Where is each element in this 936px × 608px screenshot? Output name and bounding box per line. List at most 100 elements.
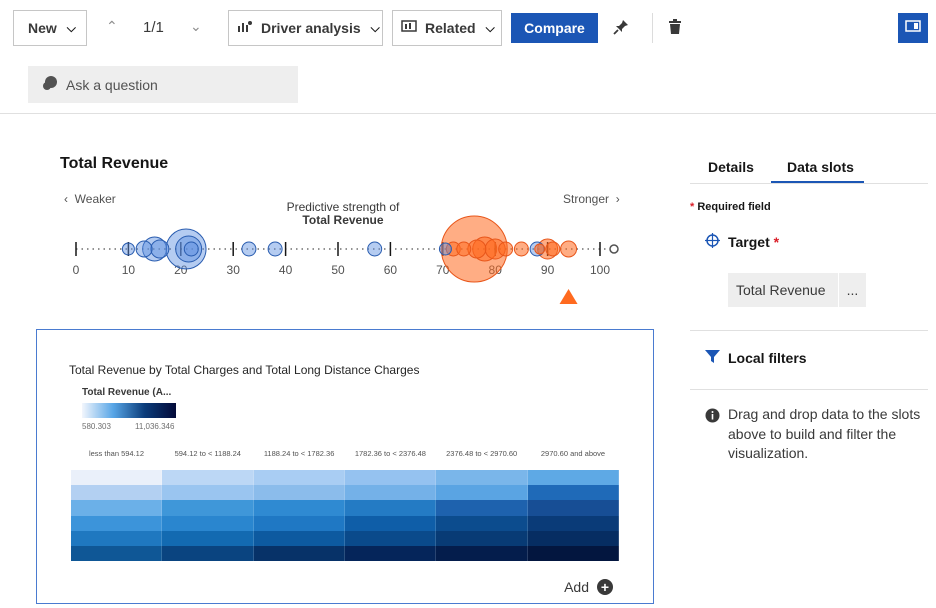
add-label: Add: [564, 579, 589, 595]
heatmap-cell[interactable]: [436, 485, 528, 501]
heatmap-cell[interactable]: [253, 545, 345, 561]
visualization-card[interactable]: Total Revenue by Total Charges and Total…: [36, 329, 654, 604]
toggle-panel-button[interactable]: [898, 13, 928, 43]
ask-question-input[interactable]: Ask a question: [28, 66, 298, 103]
target-slot-header: Target *: [705, 233, 779, 251]
pin-icon[interactable]: [612, 18, 630, 41]
heatmap-cell[interactable]: [162, 530, 254, 546]
target-slot-value[interactable]: Total Revenue: [728, 273, 838, 307]
previous-page-icon[interactable]: ⌃: [106, 18, 118, 34]
heatmap-cell[interactable]: [71, 515, 163, 531]
heatmap-cell[interactable]: [71, 500, 163, 516]
heatmap-cell[interactable]: [345, 530, 437, 546]
heatmap-cell[interactable]: [71, 530, 163, 546]
driver-bubble: [121, 242, 135, 256]
driver-title: Total Revenue: [60, 155, 169, 172]
heatmap-cell[interactable]: [345, 470, 437, 486]
heatmap-cell[interactable]: [162, 545, 254, 561]
heatmap-cell[interactable]: [436, 515, 528, 531]
active-tab-indicator: [771, 181, 864, 183]
strength-caption: Predictive strength of Total Revenue: [273, 201, 413, 227]
tab-baseline: [690, 183, 928, 184]
heatmap-cell[interactable]: [345, 485, 437, 501]
driver-analysis-icon: [237, 20, 253, 37]
heatmap-cell[interactable]: [436, 500, 528, 516]
axis-tick-label: 40: [279, 263, 293, 277]
driver-bubble: [498, 241, 514, 257]
heatmap-cell[interactable]: [527, 545, 619, 561]
target-more-button[interactable]: ...: [839, 273, 866, 307]
heatmap-cell[interactable]: [71, 470, 163, 486]
chat-icon: [42, 75, 58, 94]
next-page-icon[interactable]: ⌄: [190, 18, 202, 34]
related-dropdown[interactable]: Related ⌵: [392, 10, 502, 46]
add-button[interactable]: Add +: [564, 579, 613, 595]
legend-title: Total Revenue (A...: [82, 387, 172, 398]
heatmap-cell[interactable]: [253, 515, 345, 531]
heatmap-cell[interactable]: [71, 485, 163, 501]
panel-divider: [690, 389, 928, 390]
trash-icon[interactable]: [667, 18, 683, 41]
column-label: 1188.24 to < 1782.36: [263, 449, 335, 458]
axis-tick-label: 20: [174, 263, 188, 277]
strength-caption-line2: Total Revenue: [302, 213, 384, 227]
axis-tick-label: 0: [73, 263, 80, 277]
plus-icon: +: [597, 579, 613, 595]
heatmap-cell[interactable]: [527, 530, 619, 546]
heatmap-cell[interactable]: [71, 545, 163, 561]
new-label: New: [28, 20, 57, 36]
tab-data-slots[interactable]: Data slots: [787, 159, 854, 175]
heatmap-cell[interactable]: [253, 485, 345, 501]
heatmap-cell[interactable]: [436, 545, 528, 561]
heatmap-cell[interactable]: [162, 515, 254, 531]
heatmap-cell[interactable]: [345, 545, 437, 561]
new-dropdown-button[interactable]: New ⌵: [13, 10, 87, 46]
driver-bubble: [367, 241, 383, 257]
driver-bubble: [183, 241, 199, 257]
heatmap-cell[interactable]: [162, 470, 254, 486]
driver-bubble: [142, 236, 168, 262]
driver-strength-chart: 0102030405060708090100: [73, 215, 619, 304]
axis-tick-label: 10: [122, 263, 136, 277]
weaker-link[interactable]: ‹ Weaker: [64, 192, 116, 206]
driver-analysis-dropdown[interactable]: Driver analysis ⌵: [228, 10, 383, 46]
heatmap-cell[interactable]: [345, 500, 437, 516]
heatmap-cell[interactable]: [436, 470, 528, 486]
column-label: 2376.48 to < 2970.60: [446, 449, 518, 458]
required-field-note: * Required field: [690, 201, 771, 213]
heatmap-cell[interactable]: [253, 470, 345, 486]
heatmap-cell[interactable]: [162, 485, 254, 501]
heatmap-cell[interactable]: [527, 500, 619, 516]
axis-tick-label: 50: [331, 263, 345, 277]
heatmap-cell[interactable]: [527, 515, 619, 531]
driver-bubble: [534, 243, 546, 255]
ask-placeholder: Ask a question: [66, 76, 158, 93]
heatmap-cell[interactable]: [253, 530, 345, 546]
axis-tick-label: 60: [384, 263, 398, 277]
divider: [0, 113, 936, 114]
target-label: Target: [728, 234, 770, 250]
related-label: Related: [425, 20, 476, 36]
heatmap-grid: [71, 470, 619, 561]
target-icon: [705, 233, 720, 251]
axis-tick-label: 100: [590, 263, 610, 277]
filter-icon: [705, 349, 720, 367]
local-filters-header[interactable]: Local filters: [705, 349, 807, 367]
compare-button[interactable]: Compare: [511, 13, 598, 43]
heatmap-cell[interactable]: [345, 515, 437, 531]
legend-gradient: [82, 403, 176, 418]
stronger-link[interactable]: Stronger ›: [563, 192, 620, 206]
heatmap-cell[interactable]: [253, 500, 345, 516]
column-label: less than 594.12: [88, 449, 145, 458]
driver-bubble: [175, 235, 203, 263]
heatmap-cell[interactable]: [436, 530, 528, 546]
driver-bubble: [267, 241, 283, 257]
tab-details[interactable]: Details: [708, 159, 754, 175]
heatmap-cell[interactable]: [527, 485, 619, 501]
driver-bubble: [438, 242, 452, 256]
driver-bubble: [241, 241, 257, 257]
heatmap-cell[interactable]: [162, 500, 254, 516]
viz-title: Total Revenue by Total Charges and Total…: [69, 363, 420, 377]
driver-bubble: [513, 241, 529, 257]
heatmap-cell[interactable]: [527, 470, 619, 486]
